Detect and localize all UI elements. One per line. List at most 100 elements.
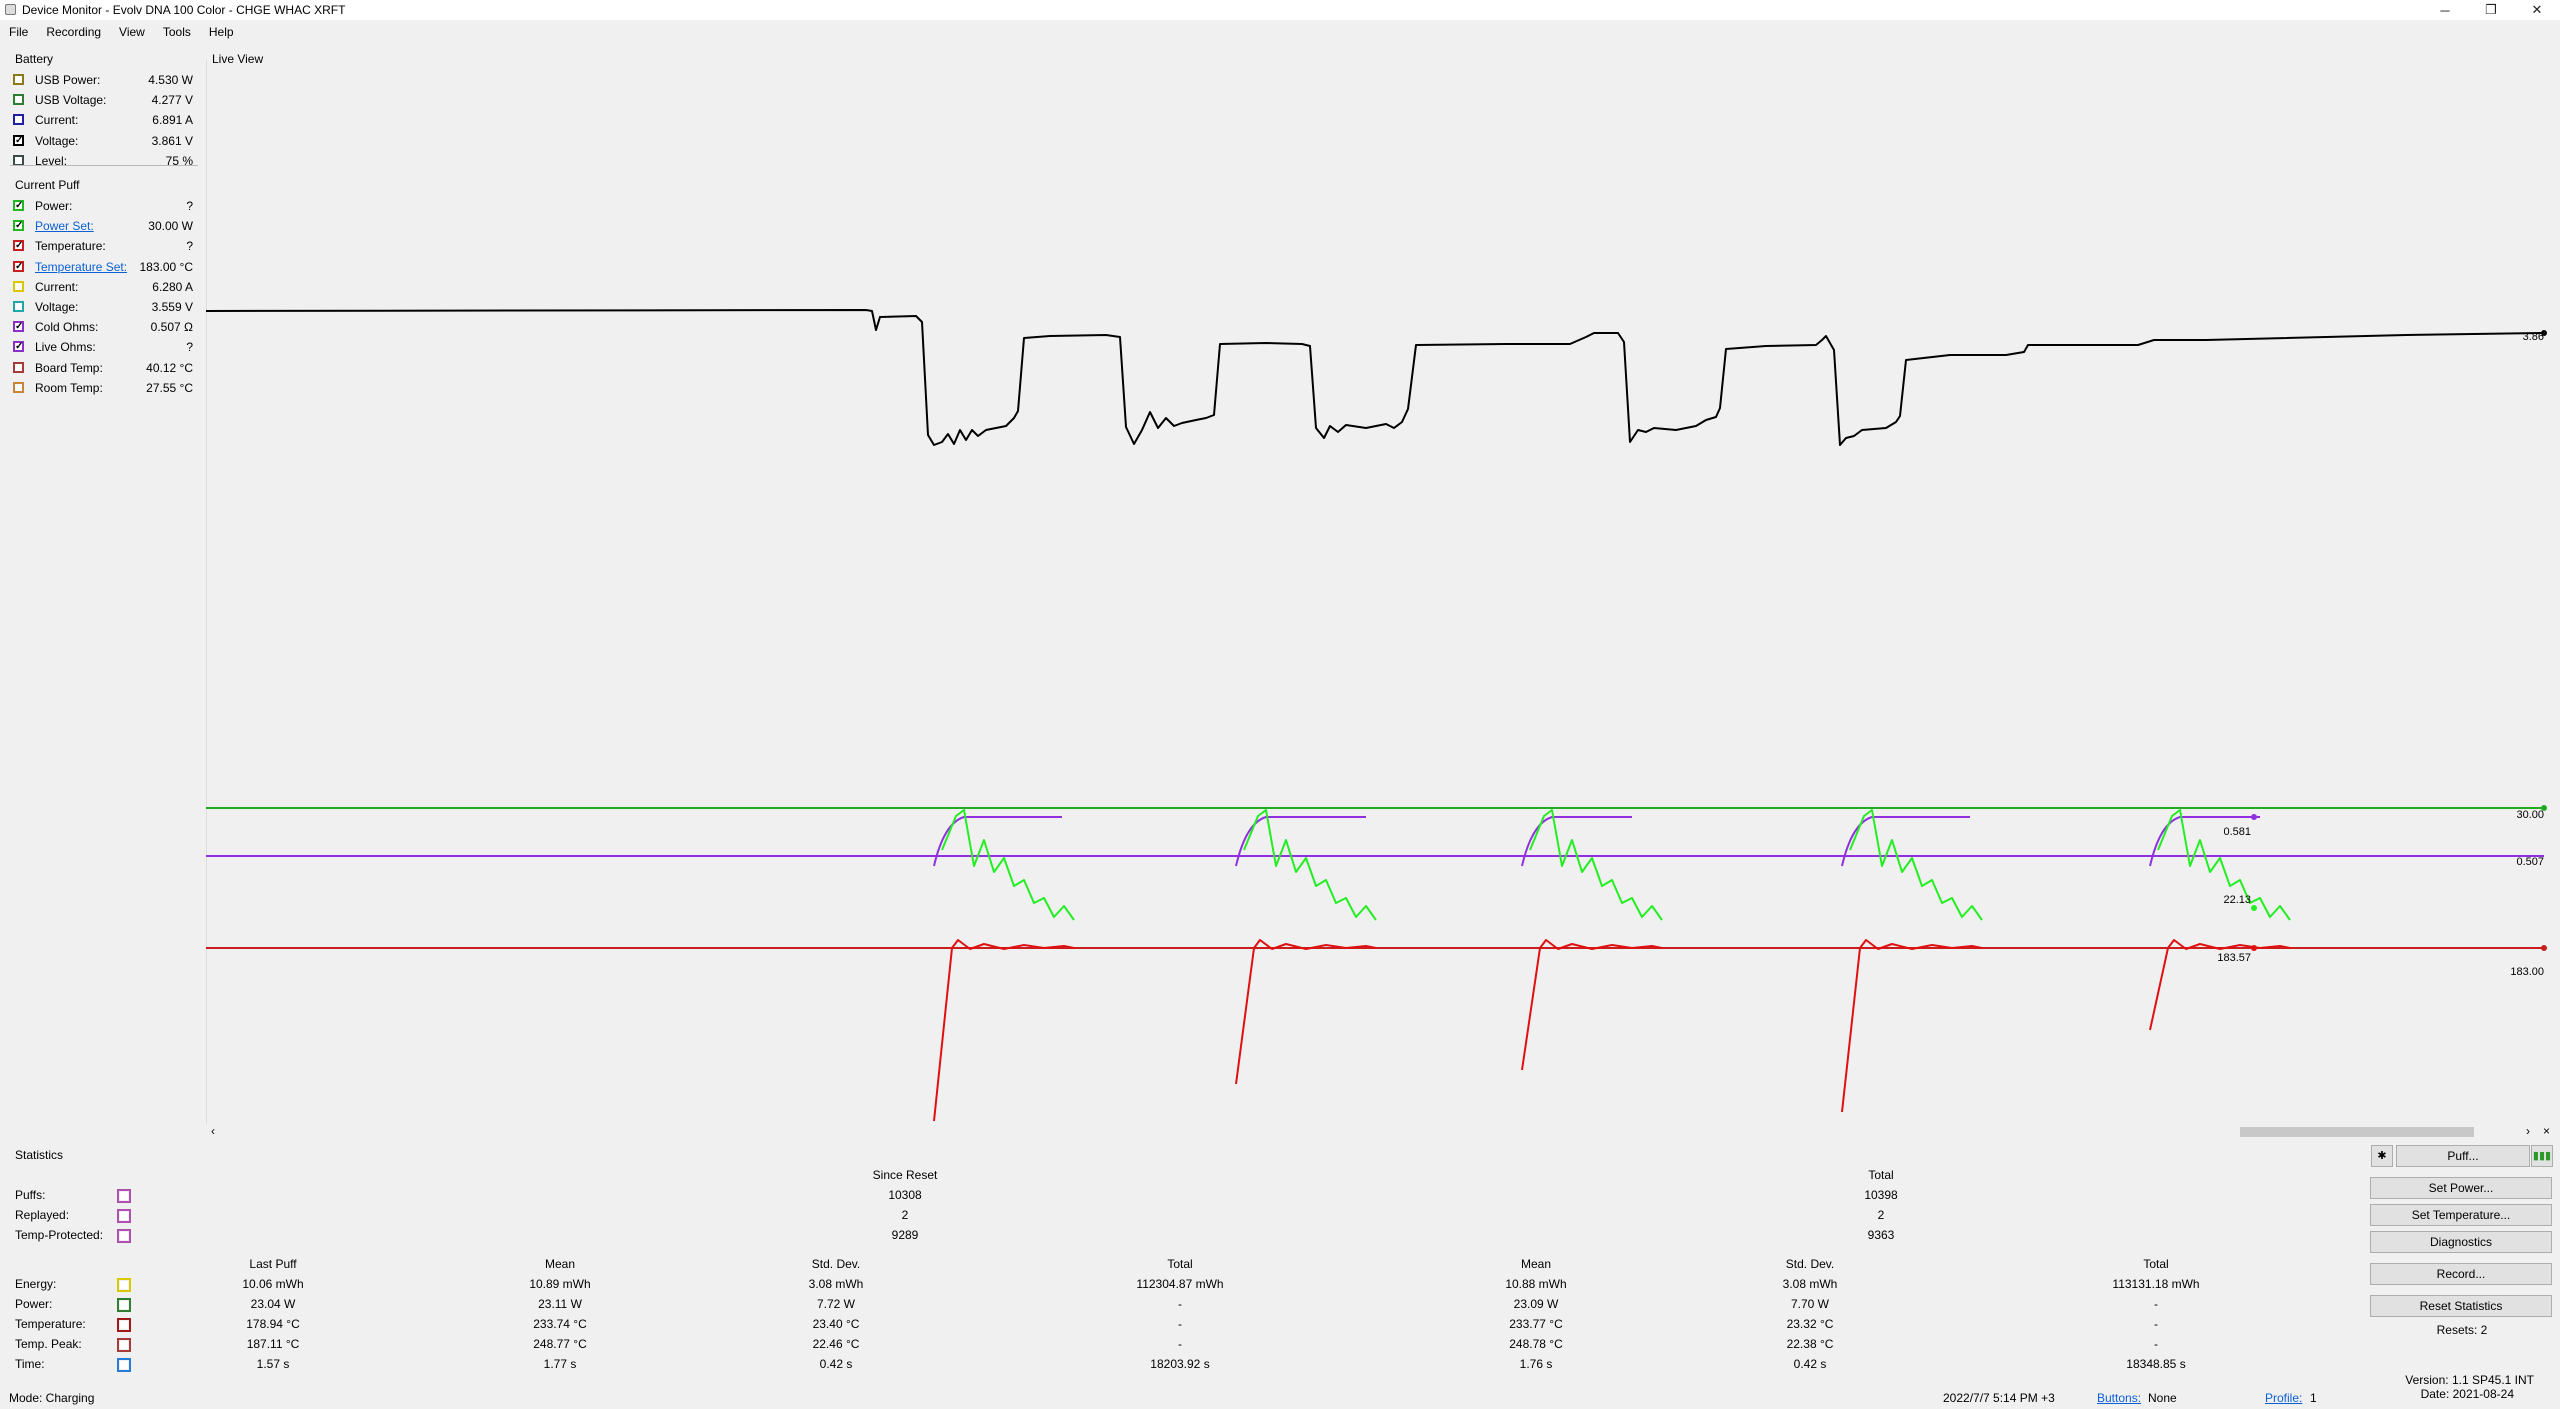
stat-label-temp-protected: Temp-Protected: [15, 1228, 104, 1242]
property-label: Room Temp: [35, 380, 103, 395]
close-button[interactable]: ✕ [2531, 2, 2543, 17]
stat-value: 113131.18 mWh [2112, 1277, 2200, 1291]
battery-level-icon[interactable]: ▮▮▮ [2531, 1145, 2553, 1167]
menu-file[interactable]: File [9, 25, 29, 39]
record-button[interactable]: Record... [2370, 1263, 2552, 1285]
maximize-button[interactable]: ❐ [2485, 2, 2497, 17]
menu-bar: File Recording View Tools Help [0, 22, 243, 44]
stat-checkbox-puffs[interactable] [117, 1189, 131, 1203]
stat-checkbox-temperature[interactable] [117, 1318, 131, 1332]
live-ohms-trace-1 [933, 816, 1062, 867]
temperature-set-label: 183.00 [2510, 966, 2544, 978]
stat-checkbox-temp-peak[interactable] [117, 1338, 131, 1352]
battery-group-title: Battery [15, 52, 54, 66]
profile-value: 1 [2310, 1391, 2317, 1405]
property-value: ? [186, 239, 193, 254]
checkbox-temperature-set[interactable]: ✓ [13, 260, 24, 272]
property-value: 75 % [165, 153, 193, 168]
property-row-current: Current: 6.891 A [13, 112, 193, 130]
version-text: Version: 1.1 SP45.1 INT [2405, 1373, 2534, 1387]
statistics-title: Statistics [15, 1148, 64, 1162]
current-puff-group-title: Current Puff [15, 178, 80, 192]
checkbox-power-set[interactable]: ✓ [13, 220, 24, 232]
checkbox-voltage[interactable]: ✓ [13, 134, 24, 146]
title-bar: Device Monitor - Evolv DNA 100 Color - C… [0, 0, 2560, 20]
scroll-thumb[interactable] [2240, 1127, 2474, 1137]
chart-scrollbar[interactable]: ‹ › × [206, 1124, 2550, 1140]
property-value: 183.00 °C [139, 259, 193, 274]
checkbox-live-ohms[interactable]: ✓ [13, 341, 24, 353]
checkbox-board-temp[interactable] [13, 361, 24, 373]
power-set-label: 30.00 [2516, 809, 2544, 821]
minimize-button[interactable]: ─ [2440, 2, 2450, 18]
power-trace-1 [941, 809, 1075, 921]
property-label: Power: [35, 199, 73, 213]
settings-icon[interactable]: ✱ [2371, 1145, 2393, 1167]
checkbox-voltage[interactable] [13, 301, 24, 312]
stat-label-replayed: Replayed: [15, 1208, 70, 1222]
stat-checkbox-power[interactable] [117, 1298, 131, 1312]
power-set-end-marker [2541, 805, 2547, 811]
window-title: Device Monitor - Evolv DNA 100 Color - C… [22, 3, 346, 17]
checkbox-cold-ohms[interactable]: ✓ [13, 321, 24, 333]
menu-recording[interactable]: Recording [46, 25, 102, 39]
property-label[interactable]: Temperature Set: [35, 259, 128, 274]
stat-checkbox-replayed[interactable] [117, 1209, 131, 1223]
stat-label-power: Power: [15, 1297, 53, 1311]
property-value: 0.507 Ω [150, 320, 193, 335]
puff-button[interactable]: Puff... [2396, 1145, 2530, 1167]
stat-checkbox-temp-protected[interactable] [117, 1229, 131, 1243]
checkbox-room-temp[interactable] [13, 381, 24, 393]
property-row-live-ohms: ✓ Live Ohms:? [13, 339, 193, 357]
set-temperature-button[interactable]: Set Temperature... [2370, 1204, 2552, 1226]
property-row-temperature-set: ✓ Temperature Set: 183.00 °C [13, 259, 193, 277]
profile-link[interactable]: Profile: [2265, 1391, 2303, 1405]
total-header: Total [1868, 1168, 1894, 1182]
property-label: Current: [35, 113, 79, 128]
checkbox-usb-power[interactable] [13, 74, 24, 85]
property-value: 3.861 V [151, 133, 193, 148]
scroll-right-arrow[interactable]: › [2526, 1124, 2530, 1138]
buttons-link[interactable]: Buttons: [2097, 1391, 2142, 1405]
power-trace-3 [1529, 809, 1663, 921]
property-value: 6.280 A [152, 279, 193, 294]
checkbox-temperature[interactable]: ✓ [13, 240, 24, 252]
menu-tools[interactable]: Tools [162, 25, 191, 39]
stat-total: 2 [1877, 1208, 1885, 1222]
menu-view[interactable]: View [119, 25, 145, 39]
column-header-std-dev: Std. Dev. [1785, 1257, 1835, 1271]
diagnostics-button[interactable]: Diagnostics [2370, 1231, 2552, 1253]
checkbox-level[interactable] [13, 154, 24, 166]
stat-checkbox-time[interactable] [117, 1358, 131, 1372]
since-reset-header: Since Reset [872, 1168, 938, 1182]
property-label[interactable]: Power Set: [35, 219, 94, 234]
temperature-end-marker [2251, 945, 2257, 951]
stat-value: 0.42 s [819, 1357, 853, 1371]
live-ohms-last-label: 0.581 [2223, 826, 2251, 838]
reset-statistics-button[interactable]: Reset Statistics [2370, 1295, 2552, 1317]
property-value: 40.12 °C [146, 360, 193, 375]
cold-ohms-label: 0.507 [2516, 856, 2544, 868]
stat-value: - [1178, 1297, 1182, 1311]
stat-value: - [2154, 1297, 2158, 1311]
voltage-trace [206, 309, 2545, 446]
live-view-chart[interactable]: 3.86 30.00 0.507 183.00 0.581 22.13 183.57 [206, 60, 2550, 1140]
live-ohms-trace-3 [1521, 816, 1632, 867]
mode-status: Mode: Charging [9, 1391, 95, 1405]
checkbox-usb-voltage[interactable] [13, 94, 24, 106]
property-row-usb-power: USB Power: 4.530 W [13, 72, 193, 90]
stat-value: 10.89 mWh [529, 1277, 591, 1291]
scroll-close-icon[interactable]: × [2542, 1124, 2550, 1138]
checkbox-power[interactable]: ✓ [13, 200, 24, 211]
menu-help[interactable]: Help [208, 25, 234, 39]
stat-checkbox-energy[interactable] [117, 1278, 131, 1292]
power-trace-4 [1849, 809, 1983, 921]
temperature-trace-1 [933, 939, 1075, 1122]
scroll-left-arrow[interactable]: ‹ [211, 1124, 215, 1138]
checkbox-current[interactable] [13, 280, 24, 292]
checkbox-current[interactable] [13, 114, 24, 126]
stat-total: 9363 [1867, 1228, 1895, 1242]
property-value: 4.277 V [151, 93, 193, 108]
set-power-button[interactable]: Set Power... [2370, 1177, 2552, 1199]
stat-label-energy: Energy: [15, 1277, 57, 1291]
